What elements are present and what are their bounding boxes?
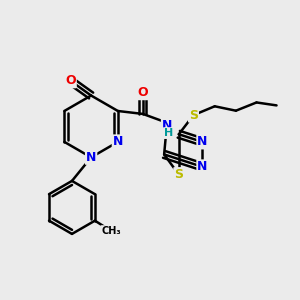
Text: O: O <box>65 74 76 87</box>
Text: CH₃: CH₃ <box>101 226 121 236</box>
Text: H: H <box>164 128 173 138</box>
Text: S: S <box>174 168 183 181</box>
Text: N: N <box>197 160 208 173</box>
Text: N: N <box>162 118 172 132</box>
Text: N: N <box>86 151 96 164</box>
Text: N: N <box>113 135 123 148</box>
Text: N: N <box>197 136 208 148</box>
Text: S: S <box>189 109 198 122</box>
Text: O: O <box>138 86 148 99</box>
